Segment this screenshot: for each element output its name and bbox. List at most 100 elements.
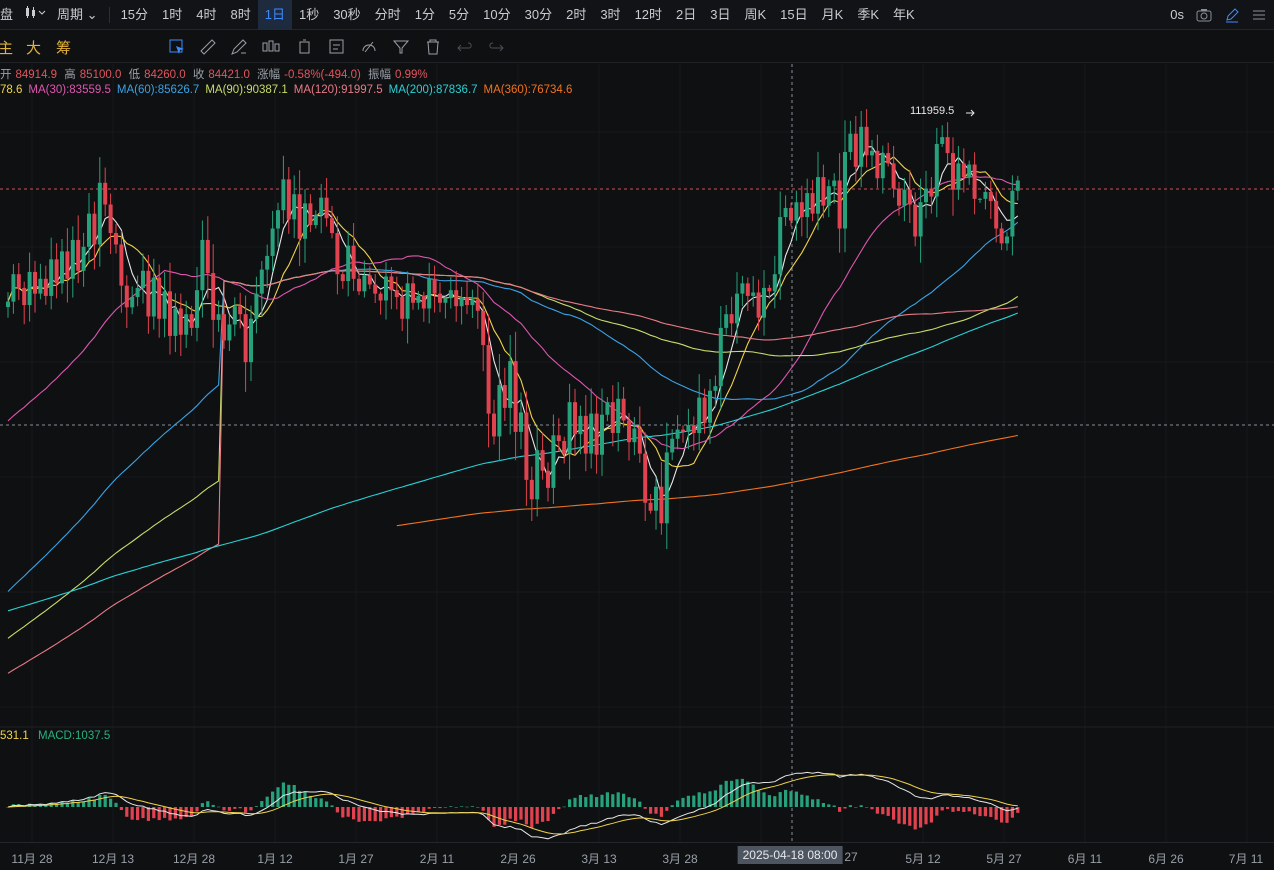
pencil-icon[interactable] — [1224, 7, 1240, 23]
candle-body — [794, 202, 799, 221]
candle-body — [891, 163, 896, 189]
macd-bar — [281, 782, 285, 807]
interval-2[interactable]: 4时 — [196, 6, 217, 22]
macd-bar — [211, 804, 215, 807]
macd-value: MACD:1037.5 — [37, 730, 111, 742]
undo-icon[interactable] — [455, 37, 475, 57]
macd-bar — [217, 806, 221, 808]
macd-bar — [908, 807, 912, 826]
candle-body — [735, 293, 739, 324]
candle-body — [303, 203, 307, 239]
interval-18[interactable]: 15日 — [780, 6, 808, 22]
indicator-chip-main[interactable]: 主 — [0, 40, 14, 57]
macd-bar — [357, 807, 361, 822]
interval-0[interactable]: 15分 — [120, 6, 149, 22]
candle-body — [778, 217, 783, 275]
interval-11[interactable]: 30分 — [524, 6, 553, 22]
candle-body — [718, 327, 723, 387]
interval-14[interactable]: 12时 — [634, 6, 663, 22]
interval-19[interactable]: 月K — [821, 6, 844, 22]
interval-16[interactable]: 3日 — [710, 6, 731, 22]
candle-body — [232, 306, 237, 325]
candle-body — [659, 486, 664, 524]
timer-readout: 0s — [1170, 7, 1184, 22]
macd-bar — [643, 807, 647, 809]
candle-body — [486, 345, 491, 414]
macd-bar — [843, 807, 847, 809]
macd-bar — [811, 799, 815, 807]
macd-bar — [659, 807, 663, 817]
interval-6[interactable]: 30秒 — [333, 6, 361, 22]
macd-bar — [195, 807, 199, 812]
time-tick: 3月 28 — [662, 852, 698, 866]
interval-10[interactable]: 10分 — [483, 6, 511, 22]
macd-bar — [913, 807, 917, 830]
trash-icon[interactable] — [423, 37, 443, 57]
interval-21[interactable]: 年K — [892, 6, 915, 22]
macd-bar — [962, 807, 966, 812]
note-icon[interactable] — [327, 37, 347, 57]
candle-body — [119, 244, 124, 286]
ruler-icon[interactable] — [198, 37, 218, 57]
macd-bar — [719, 784, 723, 807]
candle-body — [189, 314, 194, 328]
candle-body — [454, 290, 459, 307]
time-tick: 5月 27 — [986, 852, 1022, 866]
candle-body — [76, 239, 81, 271]
interval-7[interactable]: 分时 — [374, 6, 401, 22]
macd-bar — [794, 791, 798, 807]
macd-bar — [578, 794, 582, 807]
filter-icon[interactable] — [391, 37, 411, 57]
time-tick: 7月 11 — [1228, 852, 1264, 866]
candle-body — [173, 308, 178, 336]
candle-body — [832, 180, 837, 187]
clipped-label[interactable]: 盘 — [0, 6, 14, 22]
candle-body — [816, 177, 820, 214]
camera-icon[interactable] — [1196, 8, 1212, 22]
candle-body — [438, 293, 442, 303]
candle-body — [524, 412, 529, 480]
interval-5[interactable]: 1秒 — [298, 6, 320, 22]
indicator-chip-big[interactable]: 大 — [26, 40, 42, 57]
menu-icon[interactable] — [1252, 8, 1266, 22]
chart-type-icon[interactable] — [20, 0, 50, 30]
macd-bar — [967, 807, 971, 812]
candle-body — [81, 246, 86, 271]
candle-body — [988, 191, 993, 202]
macd-bar — [676, 800, 680, 807]
brush-icon[interactable] — [229, 37, 249, 57]
interval-4[interactable]: 1日 — [257, 0, 292, 30]
candle-body — [151, 277, 156, 317]
interval-1[interactable]: 1时 — [162, 6, 183, 22]
candle-body — [627, 420, 631, 443]
period-dropdown[interactable]: 周期 ⌄ — [50, 0, 105, 30]
ma-line-60 — [7, 221, 1019, 592]
candle-body — [578, 415, 583, 435]
candle-body — [783, 207, 788, 218]
time-tick: 2月 11 — [419, 852, 455, 866]
interval-8[interactable]: 1分 — [414, 6, 435, 22]
magnet-icon[interactable] — [359, 37, 379, 57]
interval-20[interactable]: 季K — [857, 6, 879, 22]
indicator-chip-chips[interactable]: 筹 — [56, 40, 72, 57]
candle-body — [1005, 236, 1009, 244]
interval-12[interactable]: 2时 — [566, 6, 587, 22]
interval-17[interactable]: 周K — [744, 6, 767, 22]
candle-body — [502, 385, 507, 408]
candles-tool-icon[interactable] — [261, 37, 281, 57]
candle-body — [54, 259, 59, 284]
interval-9[interactable]: 5分 — [448, 6, 470, 22]
redo-icon[interactable] — [486, 37, 506, 57]
candle-body — [664, 452, 669, 524]
trash-small-icon[interactable] — [295, 37, 315, 57]
select-tool-icon[interactable] — [167, 37, 187, 57]
macd-bar — [260, 801, 264, 807]
interval-3[interactable]: 8时 — [230, 6, 251, 22]
candle-body — [70, 239, 75, 279]
candle-body — [859, 126, 864, 167]
ma-line-10 — [7, 156, 1018, 468]
interval-15[interactable]: 2日 — [676, 6, 697, 22]
interval-13[interactable]: 3时 — [600, 6, 621, 22]
candle-body — [967, 164, 972, 178]
